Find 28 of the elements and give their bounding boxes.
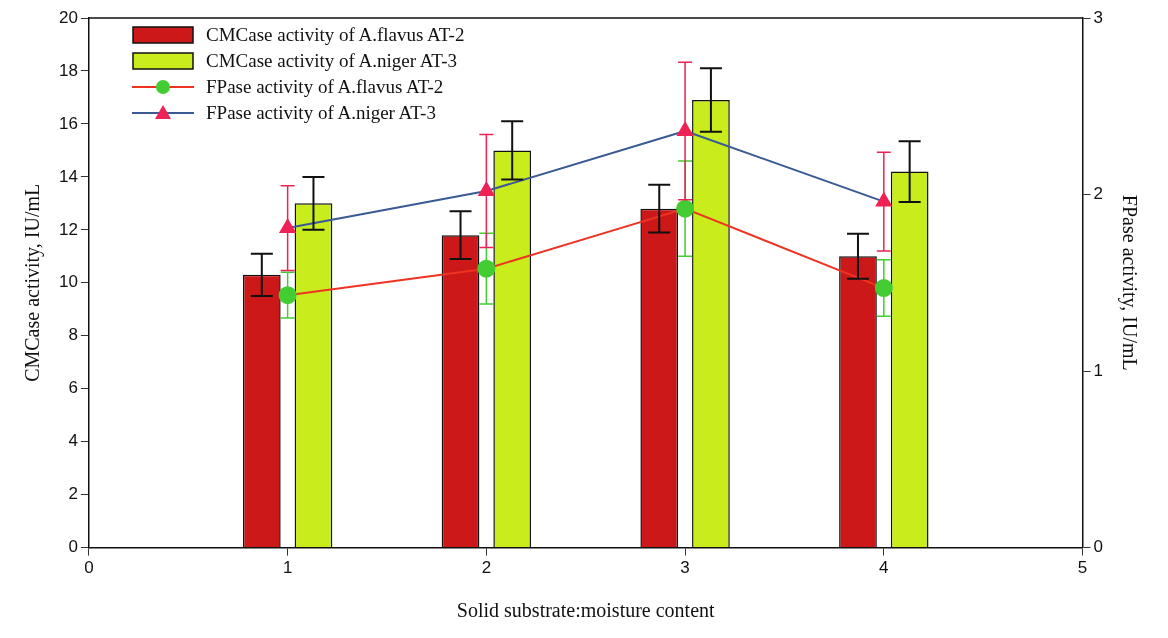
y-tick-label: 8 (68, 325, 78, 345)
legend-label: FPase activity of A.flavus AT-2 (206, 76, 444, 98)
y-tick-label: 6 (68, 378, 78, 398)
y2-tick-label: 1 (1093, 360, 1104, 380)
y-tick-label: 18 (58, 60, 78, 80)
x-tick-label: 5 (1077, 558, 1088, 578)
y-tick-label: 10 (58, 272, 78, 292)
x-tick-label: 1 (282, 558, 293, 578)
y-tick-label: 2 (68, 484, 78, 504)
x-tick-label: 0 (84, 558, 94, 578)
x-tick-label: 2 (481, 558, 492, 578)
y-tick-label: 4 (68, 431, 78, 451)
legend-label: CMCase activity of A.flavus AT-2 (206, 24, 465, 46)
y2-tick-label: 0 (1093, 537, 1104, 557)
y-tick-label: 20 (58, 7, 78, 27)
x-tick-label: 4 (879, 558, 889, 578)
x-tick-label: 3 (680, 558, 690, 578)
legend-label: FPase activity of A.niger AT-3 (206, 102, 436, 124)
y-axis-title: CMCase activity, IU/mL (21, 183, 45, 382)
y2-tick-label: 2 (1093, 184, 1104, 204)
x-axis-title: Solid substrate:moisture content (456, 599, 716, 622)
y-tick-label: 12 (58, 219, 78, 239)
y2-axis-title: FPase activity, IU/mL (1117, 194, 1141, 371)
y-tick-label: 16 (58, 113, 78, 133)
y-tick-label: 0 (68, 537, 78, 557)
y2-tick-label: 3 (1093, 7, 1104, 27)
y-tick-label: 14 (58, 166, 78, 186)
legend-label: CMCase activity of A.niger AT-3 (206, 50, 458, 72)
